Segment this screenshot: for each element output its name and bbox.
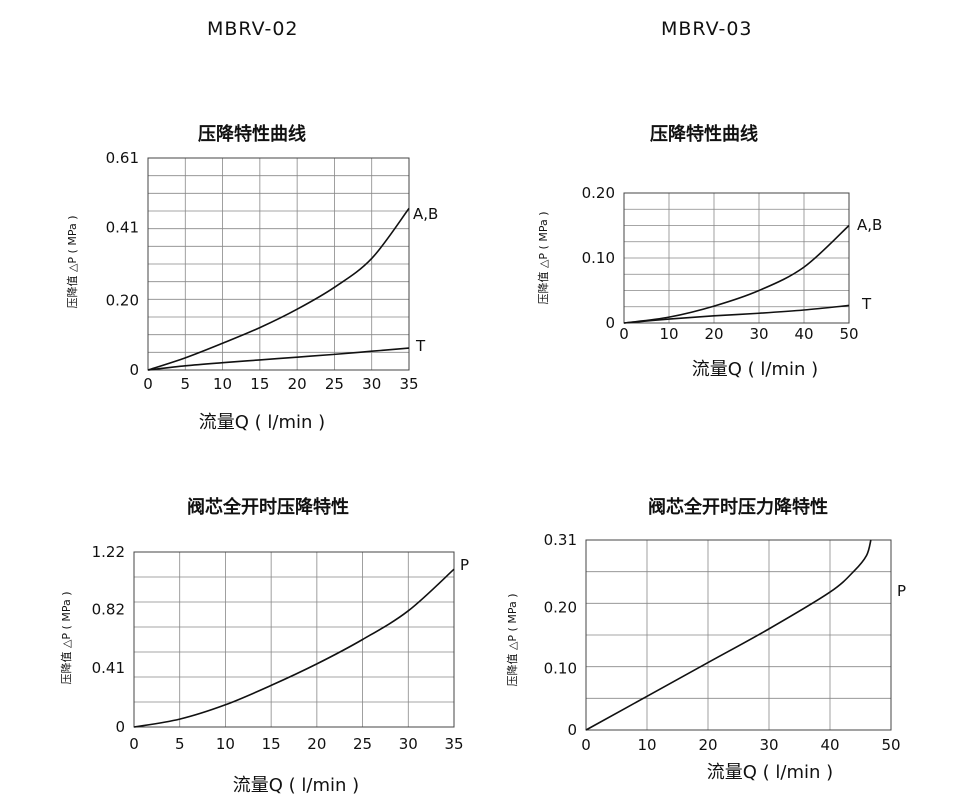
y-tick-label: 1.22 <box>92 543 125 561</box>
x-tick-label: 0 <box>581 736 591 754</box>
x-tick-label: 0 <box>129 735 139 753</box>
chart-title: 压降特性曲线 <box>650 123 758 145</box>
y-tick-label: 0.41 <box>106 219 139 237</box>
y-tick-label: 0.20 <box>106 291 139 309</box>
x-tick-label: 35 <box>444 735 463 753</box>
plot-frame <box>133 551 455 728</box>
model-label-right: MBRV-03 <box>661 18 753 40</box>
y-tick-label: 0.41 <box>92 659 125 677</box>
x-tick-label: 20 <box>288 375 307 393</box>
series-line-ab <box>147 207 410 371</box>
x-tick-label: 30 <box>399 735 418 753</box>
x-tick-label: 20 <box>698 736 717 754</box>
x-tick-label: 20 <box>704 325 723 343</box>
x-axis-label: 流量Q ( l/min ) <box>692 359 818 380</box>
model-label-left: MBRV-02 <box>207 18 299 40</box>
series-label: T <box>415 337 426 355</box>
x-tick-label: 15 <box>250 375 269 393</box>
x-tick-label: 35 <box>399 375 418 393</box>
series-label: P <box>460 556 469 574</box>
plot-frame <box>147 157 410 371</box>
x-tick-label: 10 <box>659 325 678 343</box>
y-tick-label: 0.20 <box>544 598 577 616</box>
chart-title: 压降特性曲线 <box>198 123 306 145</box>
plot-frame <box>623 192 850 324</box>
plot-frame <box>585 539 892 731</box>
y-tick-label: 0 <box>115 718 125 736</box>
y-tick-label: 0.61 <box>106 149 139 167</box>
y-tick-label: 0 <box>129 361 139 379</box>
y-axis-label: 压降值 △P ( MPa ) <box>505 593 519 686</box>
x-tick-label: 0 <box>143 375 153 393</box>
x-axis-label: 流量Q ( l/min ) <box>707 762 833 783</box>
y-tick-label: 0.20 <box>582 184 615 202</box>
x-tick-label: 30 <box>759 736 778 754</box>
chart-title: 阀芯全开时压力降特性 <box>648 496 828 518</box>
series-line-ab <box>623 224 850 324</box>
y-tick-label: 0.10 <box>544 660 577 678</box>
x-tick-label: 15 <box>262 735 281 753</box>
x-tick-label: 30 <box>362 375 381 393</box>
y-axis-label: 压降值 △P ( MPa ) <box>536 211 550 304</box>
y-tick-label: 0.31 <box>544 531 577 549</box>
y-tick-label: 0 <box>567 721 577 739</box>
series-line-p <box>133 568 455 728</box>
y-tick-label: 0 <box>605 314 615 332</box>
series-label: T <box>861 295 872 313</box>
x-tick-label: 40 <box>794 325 813 343</box>
series-line-t <box>623 304 850 324</box>
x-tick-label: 50 <box>839 325 858 343</box>
x-tick-label: 40 <box>820 736 839 754</box>
x-axis-label: 流量Q ( l/min ) <box>233 775 359 796</box>
x-tick-label: 25 <box>353 735 372 753</box>
x-tick-label: 5 <box>181 375 191 393</box>
x-tick-label: 10 <box>216 735 235 753</box>
x-tick-label: 10 <box>637 736 656 754</box>
series-label: P <box>897 582 906 600</box>
chart-title: 阀芯全开时压降特性 <box>187 496 349 518</box>
y-axis-label: 压降值 △P ( MPa ) <box>59 591 73 684</box>
x-tick-label: 10 <box>213 375 232 393</box>
x-tick-label: 25 <box>325 375 344 393</box>
x-tick-label: 20 <box>307 735 326 753</box>
series-label: A,B <box>413 205 438 223</box>
y-tick-label: 0.82 <box>92 600 125 618</box>
x-axis-label: 流量Q ( l/min ) <box>199 412 325 433</box>
y-axis-label: 压降值 △P ( MPa ) <box>65 215 79 308</box>
series-line-p <box>585 539 872 731</box>
series-label: A,B <box>857 216 882 234</box>
x-tick-label: 0 <box>619 325 629 343</box>
x-tick-label: 5 <box>175 735 185 753</box>
y-tick-label: 0.10 <box>582 249 615 267</box>
x-tick-label: 30 <box>749 325 768 343</box>
series-line-t <box>147 347 410 371</box>
x-tick-label: 50 <box>881 736 900 754</box>
